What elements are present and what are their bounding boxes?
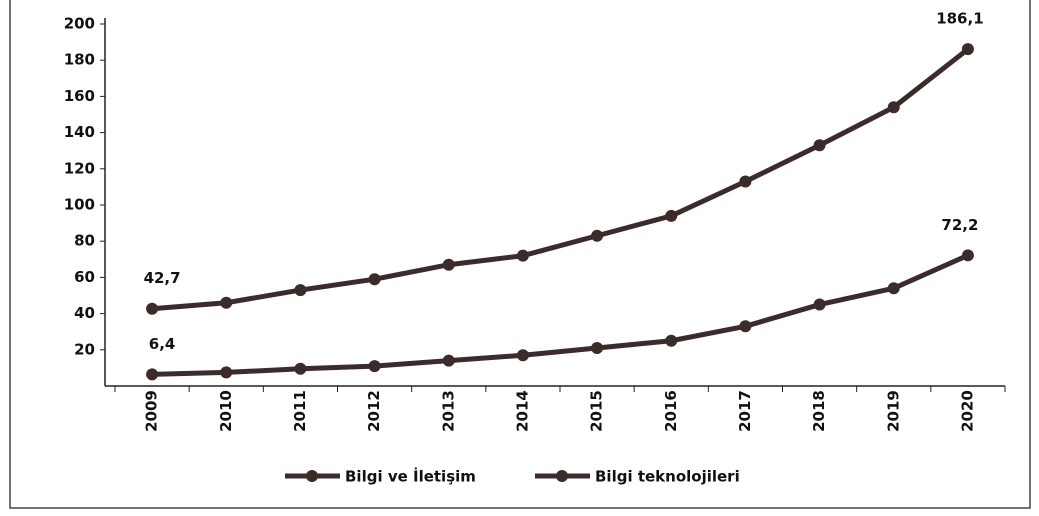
y-tick-label: 120 [64,159,95,177]
y-tick-label: 40 [74,304,95,322]
x-tick-label: 2014 [513,390,531,432]
series-line [152,253,969,377]
data-label: 42,7 [144,269,181,287]
data-label: 6,4 [149,335,176,353]
x-tick-label: 2016 [662,390,680,432]
x-tick-label: 2020 [958,390,976,432]
x-tick-label: 2009 [143,390,161,432]
x-tick-label: 2010 [217,390,235,432]
x-tick-label: 2017 [736,390,754,432]
y-tick-label: 100 [64,196,95,214]
point [516,349,529,362]
point [516,249,529,262]
chart-border [9,0,1031,509]
point [294,362,307,375]
point [294,284,307,297]
point [887,282,900,295]
x-tick-label: 2013 [439,390,457,432]
legend-marker [556,470,568,482]
point [368,360,381,373]
point [665,209,678,222]
point [813,298,826,311]
point [961,249,974,262]
x-tick-label: 2015 [588,390,606,432]
x-tick-label: 2011 [291,390,309,432]
y-tick-label: 20 [74,340,95,358]
point [591,341,604,354]
point [887,101,900,114]
point [961,43,974,56]
y-tick-label: 200 [64,15,95,33]
point [739,175,752,188]
point [220,296,233,309]
data-label: 186,1 [936,10,983,28]
point [665,334,678,347]
point [146,368,159,381]
y-tick-label: 140 [64,123,95,141]
x-tick-label: 2018 [810,390,828,432]
y-tick-label: 180 [64,51,95,69]
legend-label: Bilgi teknolojileri [595,468,740,486]
y-tick-label: 160 [64,87,95,105]
legend-label: Bilgi ve İletişim [345,467,476,486]
point [442,258,455,271]
y-tick-label: 80 [74,232,95,250]
x-tick-label: 2012 [365,390,383,432]
point [591,229,604,242]
legend-marker [306,470,318,482]
point [739,320,752,333]
point [146,302,159,315]
y-tick-label: 60 [74,268,95,286]
x-tick-label: 2019 [884,390,902,432]
point [220,366,233,379]
point [813,139,826,152]
series-line [151,47,970,312]
point [442,354,455,367]
point [368,273,381,286]
data-label: 72,2 [941,216,978,234]
